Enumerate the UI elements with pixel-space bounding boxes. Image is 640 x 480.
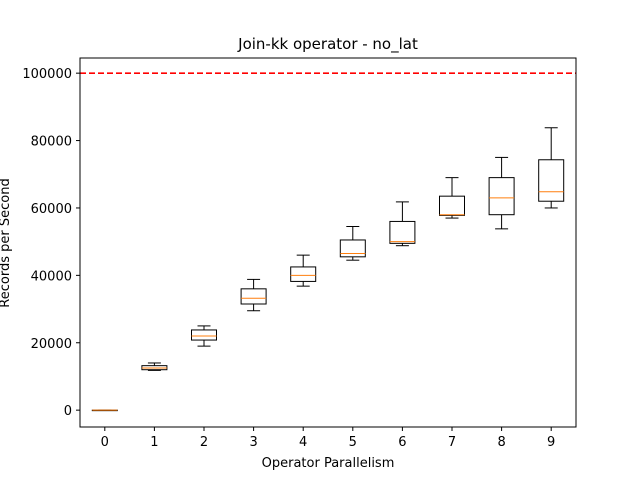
box-iqr (339, 239, 366, 258)
plot-frame (79, 57, 577, 428)
y-tick-label: 100000 (22, 67, 72, 82)
x-tick-label: 2 (200, 435, 208, 450)
box-iqr (538, 159, 565, 202)
x-tick-label: 3 (249, 435, 257, 450)
x-tick-label: 4 (299, 435, 307, 450)
y-tick-label: 40000 (31, 269, 72, 284)
box-9 (538, 127, 565, 209)
box-4 (290, 254, 317, 287)
x-tick-label: 0 (101, 435, 109, 450)
x-axis: 0 1 2 3 4 5 6 7 8 9 (101, 427, 555, 450)
y-axis: 0 20000 40000 60000 80000 100000 (22, 67, 80, 419)
y-tick-label: 60000 (31, 202, 72, 217)
x-tick-label: 7 (448, 435, 456, 450)
y-tick-label: 0 (64, 404, 72, 419)
box-6 (389, 201, 416, 247)
box-iqr (389, 220, 416, 244)
box-5 (339, 225, 366, 261)
y-tick-label: 20000 (31, 337, 72, 352)
y-axis-title: Records per Second (0, 178, 13, 307)
y-tick-label: 80000 (31, 135, 72, 150)
plot-area (80, 72, 576, 412)
x-tick-label: 1 (150, 435, 158, 450)
x-tick-label: 5 (349, 435, 357, 450)
x-tick-label: 9 (547, 435, 555, 450)
box-1 (141, 362, 168, 371)
box-0 (91, 409, 118, 412)
box-iqr (191, 329, 217, 341)
box-iqr (488, 177, 515, 216)
x-tick-label: 8 (497, 435, 505, 450)
box-iqr (439, 195, 465, 216)
box-8 (488, 156, 515, 230)
box-iqr (240, 288, 267, 305)
chart-title: Join-kk operator - no_lat (237, 35, 418, 54)
box-7 (439, 177, 465, 219)
x-tick-label: 6 (398, 435, 406, 450)
x-axis-title: Operator Parallelism (262, 456, 395, 471)
box-iqr (290, 266, 317, 282)
box-3 (240, 278, 267, 312)
box-2 (191, 325, 217, 347)
